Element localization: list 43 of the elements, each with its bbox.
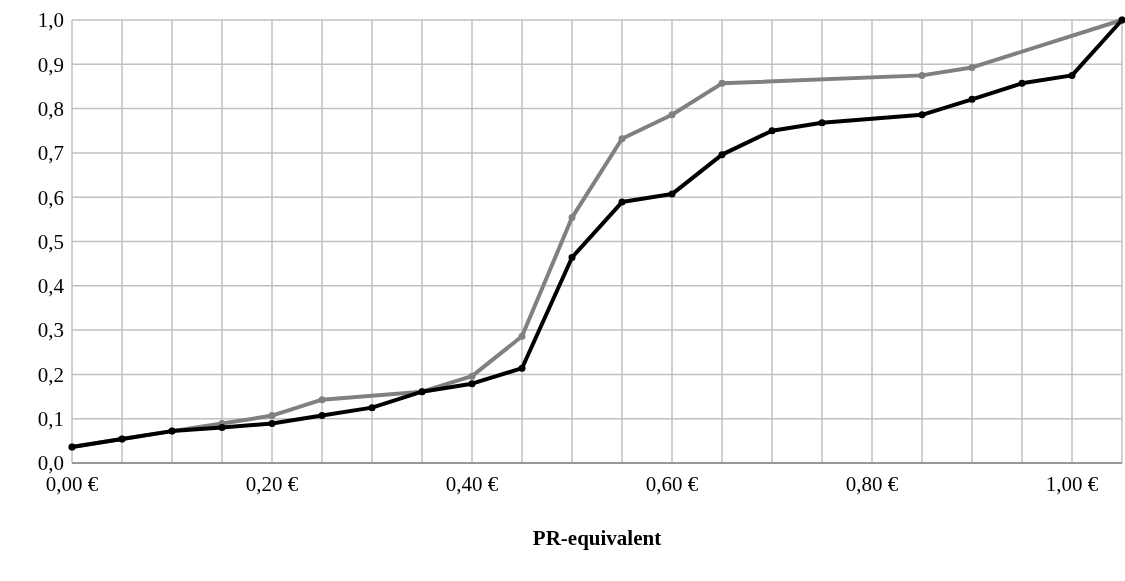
x-tick-label: 1,00 € <box>1045 472 1099 496</box>
point <box>918 71 926 79</box>
point <box>218 424 226 432</box>
x-tick-label: 0,60 € <box>645 472 699 496</box>
point <box>1018 79 1026 87</box>
y-tick-label: 0,4 <box>37 274 65 299</box>
point <box>268 412 276 420</box>
point <box>368 404 376 412</box>
point <box>768 127 776 135</box>
x-tick-label: 0,80 € <box>845 472 899 496</box>
y-tick-label: 0,0 <box>37 451 64 476</box>
x-tick-label: 0,20 € <box>245 472 299 496</box>
point <box>918 111 926 119</box>
point <box>618 198 626 206</box>
x-tick-label: 0,40 € <box>445 472 499 496</box>
point <box>668 111 676 119</box>
y-tick-label: 0,2 <box>37 362 64 387</box>
y-tick-label: 0,3 <box>37 318 64 343</box>
point <box>268 420 276 428</box>
y-tick-label: 0,7 <box>37 141 64 166</box>
y-tick-label: 1,0 <box>37 8 64 33</box>
point <box>1068 71 1076 79</box>
point <box>968 63 976 71</box>
point <box>568 253 576 261</box>
y-tick-label: 0,1 <box>37 407 64 432</box>
point <box>718 79 726 87</box>
point <box>568 214 576 222</box>
x-axis-title: PR-equivalent <box>532 526 662 550</box>
point <box>818 119 826 127</box>
point <box>618 135 626 143</box>
point <box>718 151 726 159</box>
y-tick-label: 0,5 <box>37 229 64 254</box>
y-tick-label: 0,8 <box>37 96 64 121</box>
y-tick-label: 0,6 <box>37 185 64 210</box>
point <box>468 372 476 380</box>
point <box>518 332 526 340</box>
point <box>318 412 326 420</box>
point <box>518 364 526 372</box>
point <box>318 396 326 404</box>
point <box>468 380 476 388</box>
y-tick-label: 0,9 <box>37 52 64 77</box>
point <box>968 95 976 103</box>
point <box>668 190 676 198</box>
